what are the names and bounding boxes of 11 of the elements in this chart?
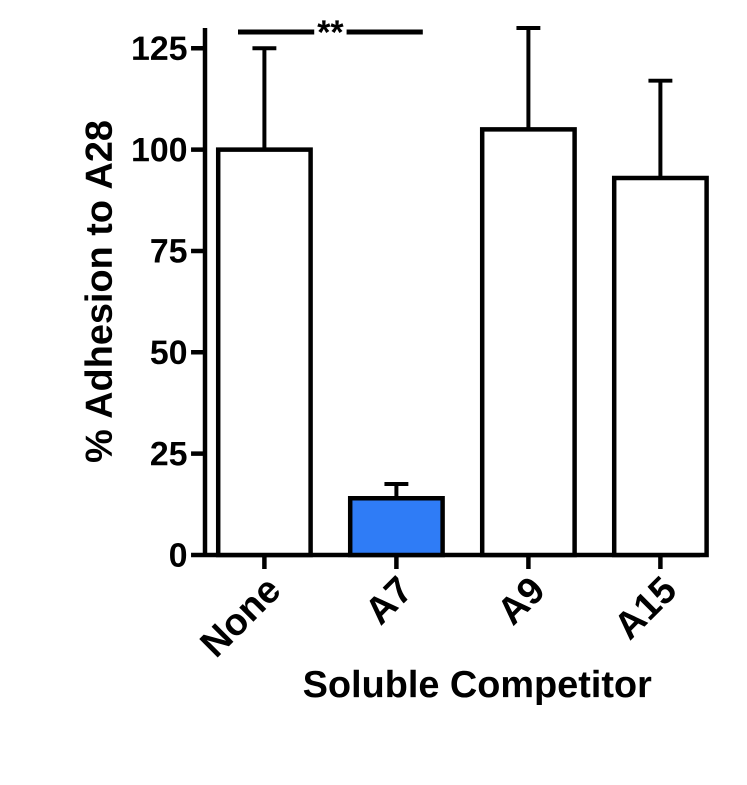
x-axis-title: Soluble Competitor: [304, 670, 652, 706]
y-tick-label: 50: [150, 340, 186, 364]
annotation: **: [317, 20, 344, 33]
x-tick-label: A7: [370, 575, 408, 626]
x-tick-label: A9: [502, 578, 542, 626]
y-axis-title: % Adhesion to A28: [84, 121, 112, 462]
y-tick-label: 125: [133, 36, 187, 60]
y-tick-label: 25: [151, 442, 187, 466]
y-tick-label: 0: [170, 543, 186, 567]
y-tick-label: 75: [151, 239, 187, 263]
y-tick-label: 100: [133, 138, 186, 162]
